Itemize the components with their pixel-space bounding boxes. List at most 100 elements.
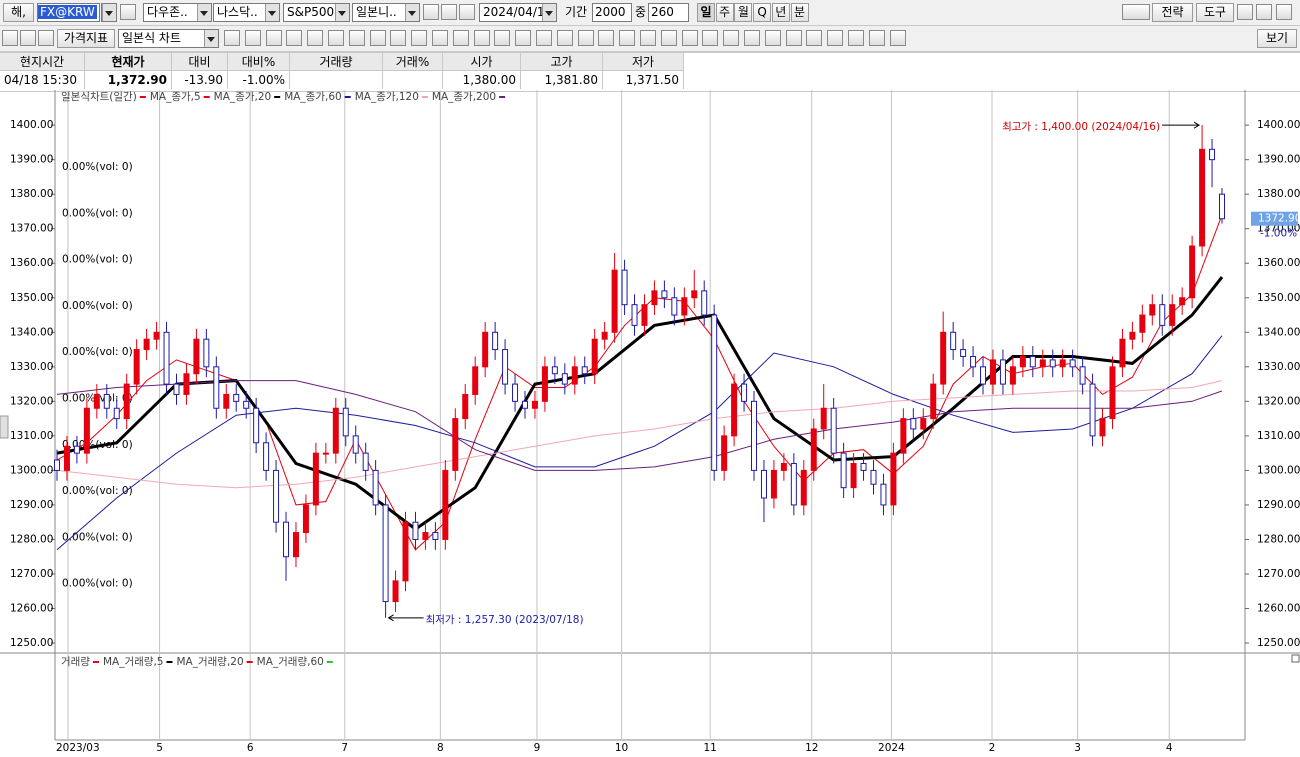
search-icon[interactable] <box>120 4 136 20</box>
arrow-icon[interactable] <box>2 30 18 46</box>
tool-icon[interactable] <box>764 30 781 46</box>
side-tab[interactable] <box>0 415 9 439</box>
candle-body <box>910 418 917 430</box>
candle-body <box>213 366 220 409</box>
tool-icon[interactable] <box>848 30 864 46</box>
settings-icon[interactable] <box>1276 4 1292 20</box>
y-tick-label: 1380.00 <box>10 188 53 200</box>
market-button[interactable]: 해, <box>3 3 34 22</box>
open-icon[interactable] <box>1237 4 1253 20</box>
index-combo[interactable]: 나스닥.. <box>213 3 280 22</box>
interval-button[interactable]: 년 <box>771 3 790 22</box>
tool-icon[interactable] <box>536 30 552 46</box>
tool-icon[interactable] <box>473 30 490 46</box>
interval-button[interactable]: 분 <box>790 3 809 22</box>
edit-icon[interactable] <box>38 30 54 46</box>
tool-icon[interactable] <box>494 30 511 46</box>
candle-body <box>651 290 658 306</box>
cloud-button[interactable] <box>1122 4 1150 20</box>
arrow-icon[interactable] <box>20 30 36 46</box>
change-label: -1.00% <box>1260 228 1297 240</box>
tool-icon[interactable] <box>889 30 906 46</box>
interval-button[interactable]: Q <box>753 3 772 22</box>
tool-icon[interactable] <box>307 30 324 46</box>
tool-icon[interactable] <box>660 30 677 46</box>
candle-body <box>1119 338 1126 368</box>
candle-body <box>760 469 767 499</box>
period-input[interactable]: 2000 <box>592 3 632 22</box>
tool-icon[interactable] <box>348 30 365 46</box>
candle-body <box>63 445 70 471</box>
tool-icon[interactable] <box>515 30 532 46</box>
tool-icon[interactable] <box>640 30 656 46</box>
strategy-button[interactable]: 전략 <box>1152 3 1193 22</box>
symbol-input[interactable]: FX@KRW <box>37 3 100 22</box>
x-tick-label: 4 <box>1166 742 1173 754</box>
tool-icon[interactable] <box>785 30 802 46</box>
legend-marker <box>246 661 253 663</box>
y-tick-label: 1350.00 <box>10 292 53 304</box>
legend-entry: MA_종가,120 <box>355 91 419 103</box>
tool-icon[interactable] <box>556 30 573 46</box>
y-tick-label: 1330.00 <box>10 361 53 373</box>
candle-body <box>422 532 429 540</box>
y-tick-label: 1310.00 <box>1257 430 1300 442</box>
index-combo[interactable]: S&P500 <box>283 3 350 22</box>
tool-icon[interactable] <box>432 30 448 46</box>
index-combo[interactable]: 다우존.. <box>143 3 212 22</box>
tool-icon[interactable] <box>244 30 261 46</box>
tool-icon[interactable] <box>452 30 469 46</box>
candle-body <box>989 359 996 385</box>
candle-body <box>253 407 260 444</box>
candle-body <box>1089 383 1096 437</box>
tool-icon[interactable] <box>411 30 428 46</box>
candle-body <box>611 269 618 333</box>
overlay-label: 0.00%(vol: 0) <box>62 161 133 173</box>
nav-button[interactable] <box>423 4 439 20</box>
overlay-label: 0.00%(vol: 0) <box>62 300 133 312</box>
candle-body <box>770 469 777 499</box>
tool-icon[interactable] <box>286 30 303 46</box>
view-button[interactable]: 보기 <box>1257 29 1297 48</box>
tool-icon[interactable] <box>369 30 386 46</box>
candle-body <box>950 331 957 351</box>
tools-button[interactable]: 도구 <box>1196 3 1234 22</box>
tool-icon[interactable] <box>723 30 740 46</box>
tool-icon[interactable] <box>328 30 344 46</box>
info-row <box>0 52 1300 92</box>
pane-close[interactable] <box>1291 654 1300 663</box>
ma-line <box>56 380 1223 489</box>
nav-button[interactable] <box>441 4 457 20</box>
tool-icon[interactable] <box>390 30 407 46</box>
candle-body <box>890 452 897 506</box>
interval-button[interactable]: 일 <box>697 3 715 22</box>
count-input[interactable]: 260 <box>648 3 689 22</box>
candle-body <box>472 366 479 395</box>
tool-icon[interactable] <box>224 30 240 46</box>
interval-button[interactable]: 월 <box>734 3 753 22</box>
tool-icon[interactable] <box>598 30 615 46</box>
tool-icon[interactable] <box>702 30 719 46</box>
y-tick-label: 1400.00 <box>10 119 53 131</box>
chart-style-combo[interactable]: 일본식 차트 <box>118 29 219 48</box>
tool-icon[interactable] <box>827 30 844 46</box>
interval-button[interactable]: 주 <box>715 3 734 22</box>
symbol-dropdown[interactable] <box>101 3 117 22</box>
y-tick-label: 1290.00 <box>1257 499 1300 511</box>
index-combo[interactable]: 일본니.. <box>352 3 420 22</box>
nav-button[interactable] <box>459 4 475 20</box>
candle-body <box>482 331 489 368</box>
tool-icon[interactable] <box>577 30 594 46</box>
indicator-button[interactable]: 가격지표 <box>57 29 115 48</box>
tool-icon[interactable] <box>868 30 885 46</box>
tool-icon[interactable] <box>265 30 282 46</box>
y-tick-label: 1260.00 <box>10 602 53 614</box>
tool-icon[interactable] <box>681 30 698 46</box>
candle-body <box>1199 148 1206 247</box>
tool-icon[interactable] <box>806 30 823 46</box>
tool-icon[interactable] <box>744 30 760 46</box>
date-combo[interactable]: 2024/04/18 <box>479 3 557 22</box>
tool-icon[interactable] <box>619 30 636 46</box>
candle-body <box>551 366 558 375</box>
save-icon[interactable] <box>1256 4 1272 20</box>
